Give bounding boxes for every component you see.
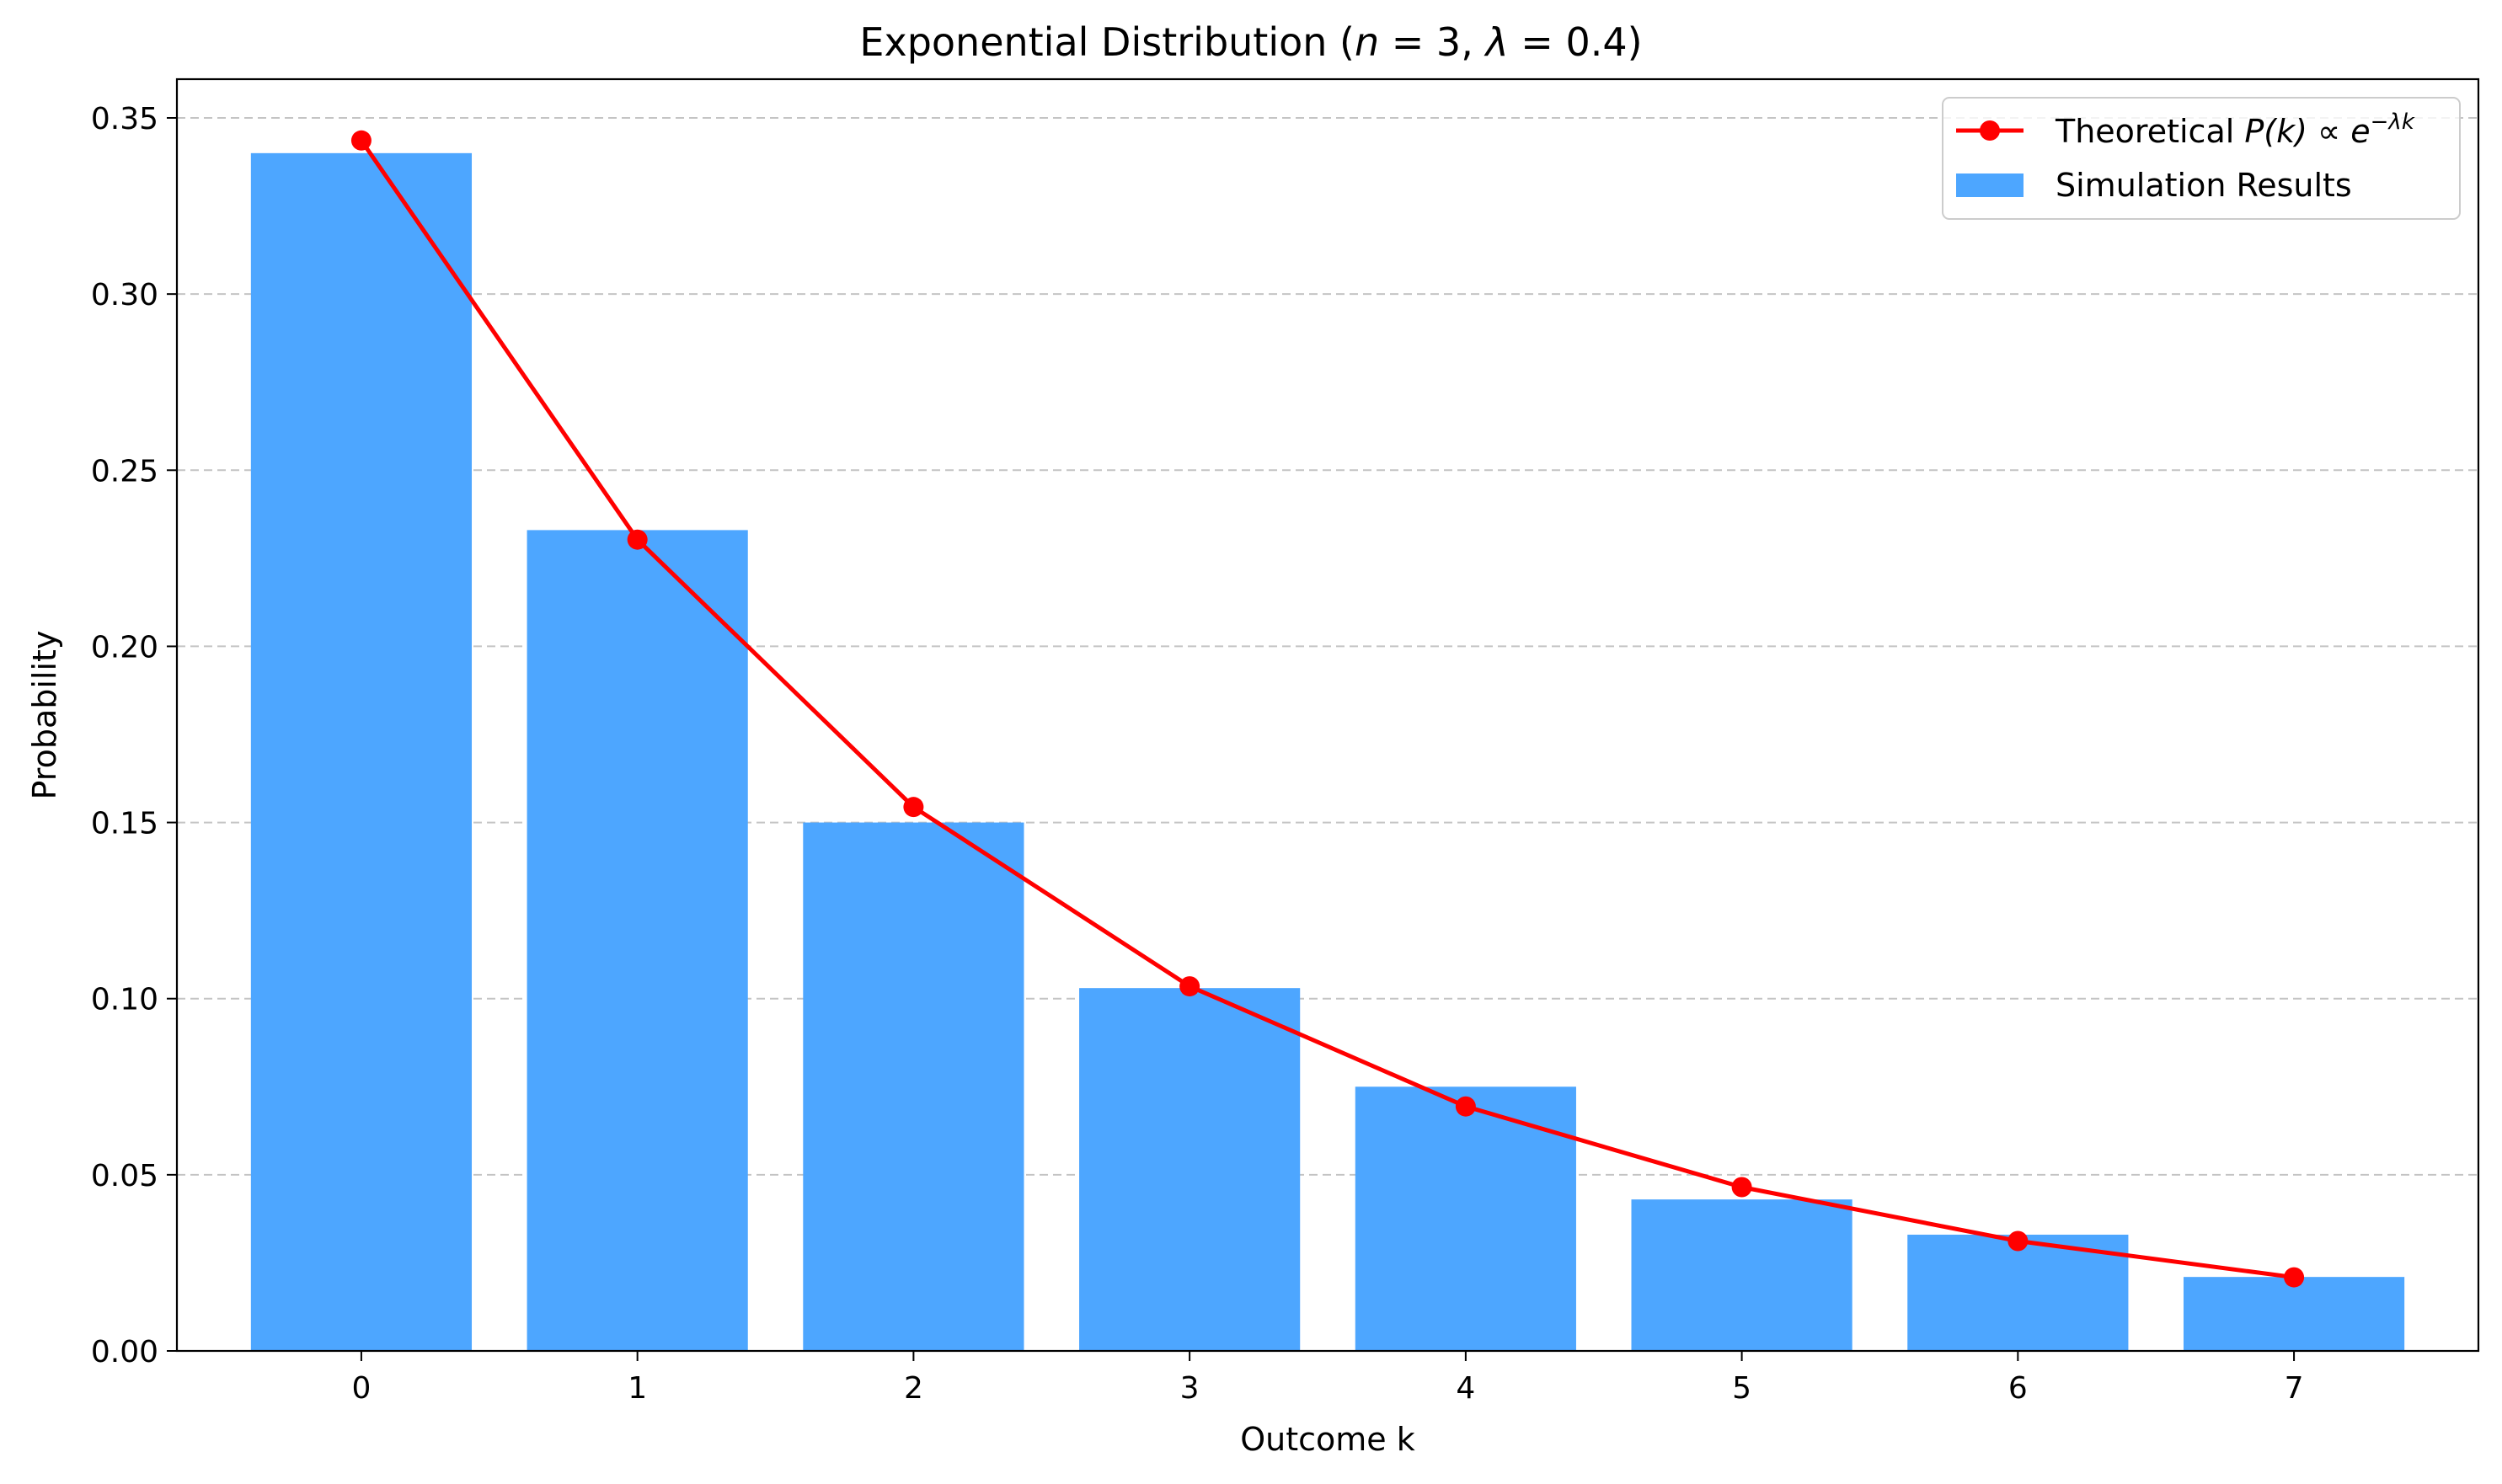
y-tick-label: 0.20	[91, 630, 158, 665]
x-tick-label: 7	[2285, 1371, 2304, 1406]
theoretical-point	[1179, 976, 1200, 997]
bar	[1355, 1086, 1576, 1351]
x-axis-label: Outcome k	[1240, 1421, 1415, 1458]
y-tick-label: 0.00	[91, 1335, 158, 1369]
x-tick-label: 1	[628, 1371, 647, 1406]
x-tick-label: 6	[2008, 1371, 2028, 1406]
plot-area-frame	[175, 77, 2480, 1353]
bar-series	[250, 152, 2405, 1351]
theoretical-point	[2284, 1267, 2305, 1288]
y-axis: 0.00 0.05 0.10 0.15 0.20 0.25 0.30 0.35	[91, 102, 177, 1369]
theoretical-line	[359, 139, 2295, 1280]
bar	[1631, 1199, 1852, 1351]
bar	[2183, 1277, 2405, 1351]
theoretical-point	[627, 529, 648, 550]
theoretical-point	[350, 130, 372, 151]
theoretical-point	[1731, 1177, 1752, 1198]
y-axis-label: Probability	[26, 631, 63, 800]
chart-title: Exponential Distribution (n = 3, λ = 0.4…	[859, 19, 1642, 65]
x-tick-label: 2	[904, 1371, 923, 1406]
theoretical-point	[1455, 1096, 1476, 1117]
x-tick-label: 3	[1180, 1371, 1200, 1406]
y-tick-label: 0.35	[91, 102, 158, 136]
legend-bar-swatch	[1956, 173, 2024, 197]
theoretical-point	[2007, 1230, 2029, 1252]
theoretical-point	[903, 797, 924, 818]
line-series	[350, 130, 2305, 1288]
bar	[1079, 988, 1301, 1351]
y-tick-label: 0.05	[91, 1159, 158, 1193]
y-tick-label: 0.30	[91, 278, 158, 312]
y-tick-label: 0.25	[91, 454, 158, 488]
y-tick-label: 0.15	[91, 807, 158, 841]
x-axis: 0 1 2 3 4 5 6 7	[351, 1351, 2304, 1406]
legend-label-theoretical: Theoretical P(k) ∝ e−λk	[2055, 109, 2415, 150]
legend: Theoretical P(k) ∝ e−λk Simulation Resul…	[1942, 97, 2461, 220]
x-tick-label: 4	[1456, 1371, 1475, 1406]
legend-marker-swatch	[1980, 120, 2000, 141]
bar	[803, 822, 1024, 1351]
bar	[1907, 1234, 2129, 1351]
bar	[527, 530, 748, 1351]
bar	[250, 152, 473, 1351]
legend-box	[1942, 97, 2461, 220]
x-tick-label: 5	[1732, 1371, 1751, 1406]
x-tick-label: 0	[351, 1371, 371, 1406]
legend-label-simulation: Simulation Results	[2056, 167, 2352, 204]
y-tick-label: 0.10	[91, 983, 158, 1017]
